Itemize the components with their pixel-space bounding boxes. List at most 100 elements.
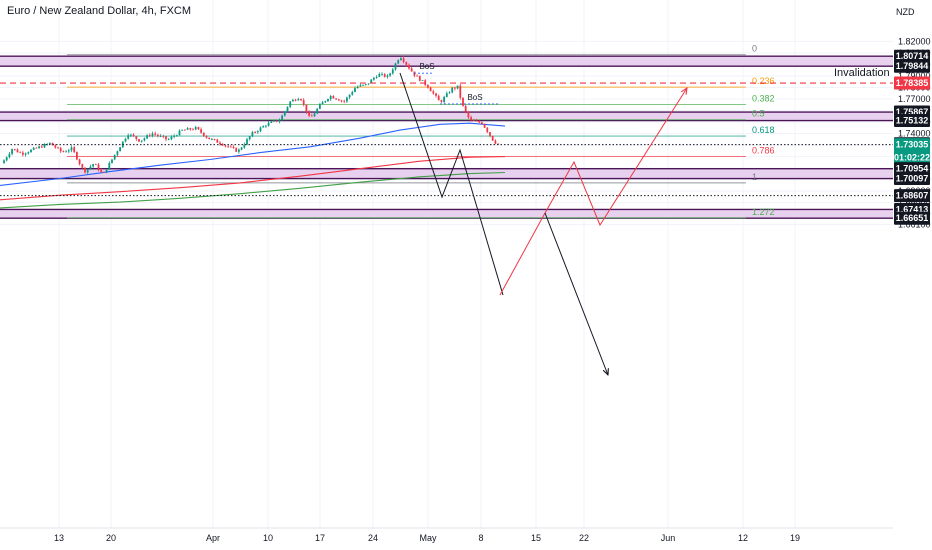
fib-level-label: 1 <box>752 172 757 182</box>
candle-body <box>440 100 443 102</box>
candle-body <box>162 135 165 137</box>
candle-body <box>497 143 499 145</box>
candle-body <box>429 87 432 92</box>
invalidation-label: Invalidation <box>834 67 890 79</box>
bos-label: BoS <box>467 93 482 102</box>
candle-body <box>227 145 229 147</box>
time-tick-label: 15 <box>531 533 541 543</box>
candle-body <box>378 73 381 77</box>
candle-body <box>178 130 181 136</box>
candle-body <box>54 145 57 148</box>
candle-body <box>275 120 278 122</box>
candle-body <box>127 135 130 139</box>
candle-body <box>481 122 483 124</box>
price-tag-badge <box>894 172 930 186</box>
trend-structure-line <box>399 72 504 296</box>
zone-fill <box>0 168 893 179</box>
fib-level-label: 1.272 <box>752 207 775 217</box>
candle-body <box>265 125 267 127</box>
candle-body <box>467 111 470 118</box>
candle-body <box>202 132 205 136</box>
symbol-title[interactable]: Euro / New Zealand Dollar, 4h, FXCM <box>7 5 192 17</box>
time-axis[interactable]: 13 20 Apr 10 17 24 May 8 15 22 Jun 12 19 <box>0 527 893 543</box>
candle-body <box>194 127 197 130</box>
candle-body <box>462 97 464 106</box>
candle-body <box>65 151 67 153</box>
time-tick-label: 19 <box>790 533 800 543</box>
candle-body <box>213 138 216 140</box>
candle-body <box>13 149 16 150</box>
candle-body <box>362 84 364 86</box>
candle-body <box>51 142 54 146</box>
candle-body <box>243 144 246 148</box>
time-tick-label: 12 <box>738 533 748 543</box>
candlesticks <box>3 56 499 175</box>
price-tag-label: 1.73035 <box>896 140 929 150</box>
candle-body <box>105 169 108 173</box>
candle-body <box>489 132 491 136</box>
candle-body <box>337 99 340 101</box>
candle-body <box>170 136 173 140</box>
candle-body <box>346 97 348 102</box>
candle-body <box>478 120 481 123</box>
price-tag-badge <box>894 162 930 176</box>
time-tick-label: 13 <box>54 533 64 543</box>
candle-body <box>445 93 448 97</box>
candle-body <box>167 139 170 141</box>
candle-body <box>367 83 370 85</box>
candle-body <box>103 171 105 173</box>
candle-body <box>208 137 211 140</box>
candle-body <box>427 84 429 88</box>
candle-body <box>391 69 394 74</box>
candle-body <box>8 153 11 158</box>
candle-body <box>356 86 359 89</box>
candle-body <box>300 99 302 101</box>
candle-body <box>70 147 73 151</box>
candle-body <box>273 120 275 122</box>
candle-body <box>84 167 86 173</box>
price-tag-label: 1.70954 <box>896 164 929 174</box>
zone-fill <box>0 56 893 67</box>
candle-body <box>184 129 186 131</box>
candle-body <box>43 144 46 148</box>
candle-body <box>49 142 51 144</box>
candle-body <box>57 147 59 149</box>
time-tick-label: Apr <box>206 533 220 543</box>
candle-body <box>181 129 184 131</box>
candle-body <box>313 113 316 117</box>
ma-green-line <box>0 171 506 209</box>
candle-body <box>248 136 251 140</box>
fib-level-label: 0.786 <box>752 146 775 156</box>
moving-averages <box>0 122 506 209</box>
candle-body <box>100 170 103 172</box>
candle-body <box>16 149 19 153</box>
candle-body <box>475 120 478 122</box>
price-tag-label: 1.78385 <box>896 78 929 88</box>
candle-body <box>81 164 84 168</box>
price-tag-label: 1.75132 <box>896 116 929 126</box>
candle-body <box>394 63 397 70</box>
candle-body <box>165 136 167 140</box>
candle-body <box>292 99 294 102</box>
time-tick-label: 24 <box>368 533 378 543</box>
time-tick-label: 22 <box>579 533 589 543</box>
candle-body <box>173 135 175 137</box>
candle-body <box>316 108 319 114</box>
candle-body <box>262 126 265 128</box>
candle-body <box>321 102 324 105</box>
price-tag-badge <box>894 59 930 73</box>
candle-body <box>373 77 375 80</box>
candle-body <box>256 131 259 133</box>
candle-body <box>32 147 35 150</box>
candle-body <box>305 104 308 113</box>
candle-body <box>130 134 132 136</box>
price-tag-label: 1.75867 <box>896 107 929 117</box>
candle-body <box>200 129 202 133</box>
candle-body <box>138 139 140 142</box>
candle-body <box>343 100 346 102</box>
candle-body <box>418 75 421 81</box>
fib-level-label: 0.236 <box>752 76 775 86</box>
zone-fill <box>0 112 893 121</box>
